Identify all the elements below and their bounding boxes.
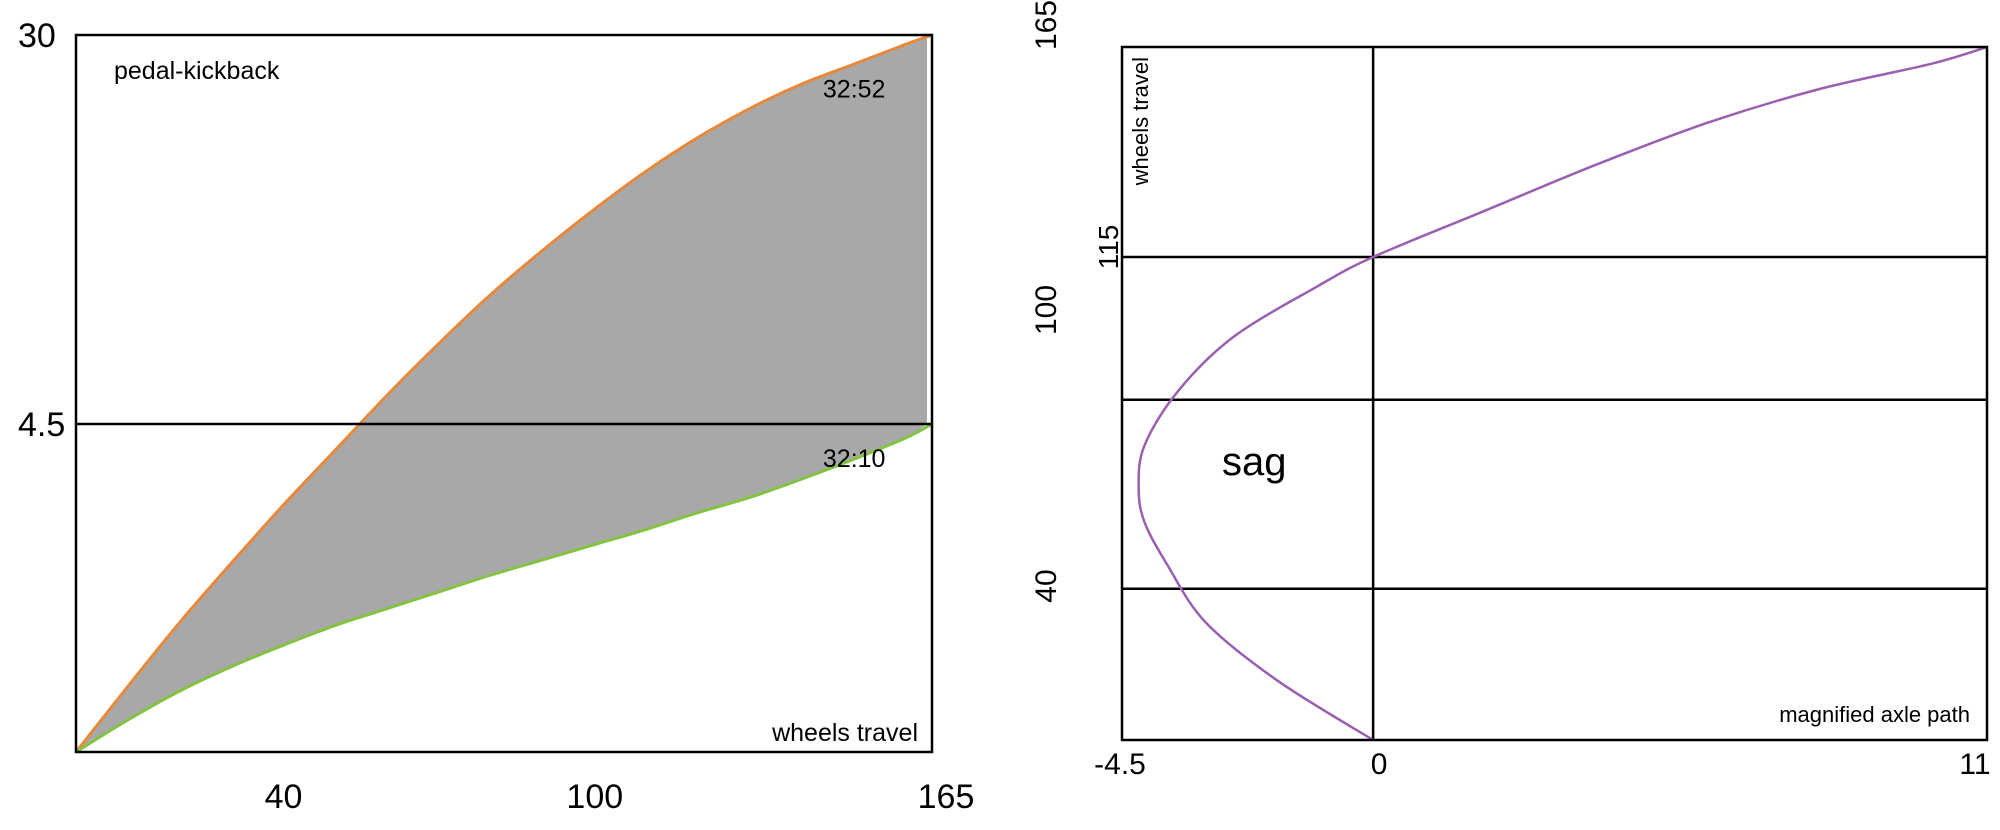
x-tick-label: 11 — [1959, 748, 1990, 781]
y-tick-label: 40 — [1030, 569, 1063, 602]
y-tick-label: 165 — [1030, 0, 1063, 50]
plot-frame — [1120, 45, 1989, 742]
x-tick-label: 40 — [265, 778, 303, 816]
horizontal-guide-lines — [1122, 255, 1987, 591]
axle-path-line — [1137, 45, 1988, 742]
chart-inner-label: magnified axle path — [1779, 702, 1970, 727]
y-axis-label: wheels travel — [1128, 57, 1153, 186]
series-line-32-10 — [75, 422, 933, 754]
x-tick-label: -4.5 — [1094, 748, 1146, 781]
y-tick-label: 115 — [1093, 225, 1124, 270]
plot-frame — [74, 33, 934, 754]
x-tick-label: 165 — [918, 778, 975, 816]
x-axis-label: wheels travel — [771, 719, 918, 747]
sag-annotation: sag — [1222, 440, 1287, 484]
y-tick-label: 30 — [18, 17, 56, 55]
x-tick-label: 100 — [566, 778, 623, 816]
kickback-range-area — [76, 35, 927, 752]
chart-inner-label: pedal-kickback — [114, 57, 280, 85]
series-line-32-52 — [74, 33, 933, 753]
series-label-32-52: 32:52 — [823, 76, 886, 104]
x-tick-label: 0 — [1371, 748, 1388, 781]
y-tick-label: 100 — [1030, 285, 1063, 335]
pedal-kickback-chart: 30 4.5 40 100 165 pedal-kickback wheels … — [18, 17, 974, 816]
y-tick-label: 4.5 — [18, 406, 65, 444]
series-label-32-10: 32:10 — [823, 445, 886, 473]
axle-path-chart: -4.5 0 11 165 115 100 40 wheels travel m… — [1030, 0, 1991, 781]
